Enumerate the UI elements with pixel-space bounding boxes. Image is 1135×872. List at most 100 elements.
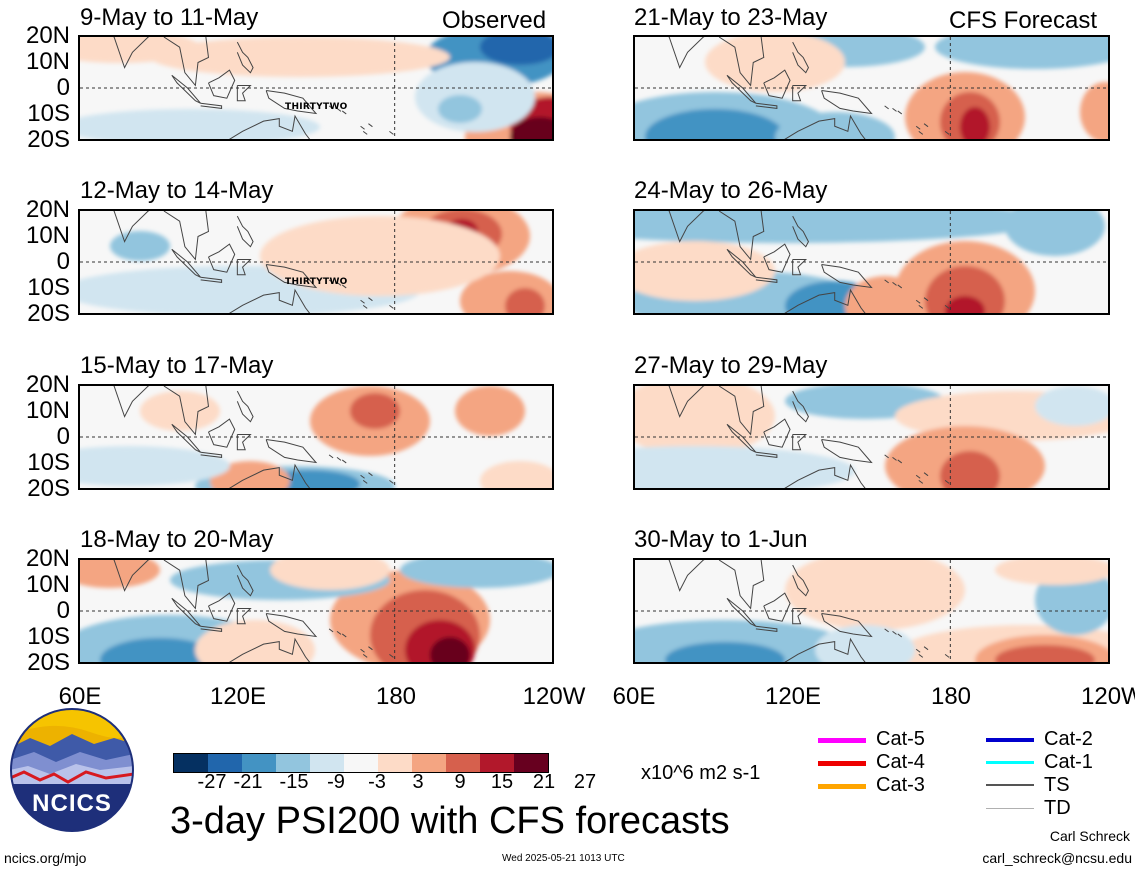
coastline [200,276,223,283]
lat-label: 20S [27,475,70,502]
coastline [892,282,897,286]
coastline [389,653,394,658]
coastline [918,479,924,484]
legend-swatch [818,738,866,743]
anomaly-contour [80,446,230,486]
panel-title: 9-May to 11-May [80,4,259,31]
lon-label: 60E [58,683,102,710]
anomaly-contour [100,638,220,662]
footer-timestamp: Wed 2025-05-21 1013 UTC [502,853,625,864]
storm-label: THIRTYTWO [285,102,348,112]
lat-label: 20S [27,649,70,676]
coastline [944,653,950,658]
anomaly-contour [505,288,545,313]
anomaly-contour [270,560,390,590]
coastline [236,215,254,248]
anomaly-contour [455,386,525,436]
coastline [918,653,924,658]
coastline [265,439,318,464]
lat-label: 10S [27,274,70,301]
coastline [208,243,236,273]
coastline [718,37,765,87]
coastline [897,110,903,115]
anomaly-contour [785,560,965,630]
coastline [784,637,866,662]
map-panel [633,558,1110,664]
anomaly-contour [665,642,785,662]
coastline [763,243,791,273]
panel-tag: CFS Forecast [949,7,1098,34]
coastline [328,454,334,459]
coastline [718,211,765,261]
coastline [755,102,778,109]
lon-label: 60E [612,683,656,710]
storm-label: THIRTYTWO [285,277,348,287]
anomaly-contour [935,37,1108,69]
coastline [341,110,347,115]
legend-label: Cat-3 [876,774,925,796]
ncics-logo: NCICS [10,708,134,832]
coastline [336,631,342,635]
lat-label: 10N [25,222,70,249]
coastline [360,125,365,130]
psi-field [80,37,552,139]
anomaly-contour [1005,211,1105,256]
coastline [389,479,394,484]
coastline [236,607,252,625]
lat-label: 10N [25,571,70,598]
colorbar-tick: -9 [327,771,345,793]
coastline [821,90,873,115]
colorbar-swatch [480,754,514,772]
legend-label: Cat-2 [1044,728,1093,750]
coastline [368,646,373,651]
coastline [163,560,210,610]
legend-label: TS [1044,774,1070,796]
panel-title: 27-May to 29-May [634,352,828,379]
legend-label: Cat-1 [1044,751,1093,773]
coastline [236,41,254,74]
anomaly-contour [1080,82,1108,139]
coastline [718,386,765,436]
lat-label: 20S [27,126,70,153]
coastline [208,592,236,622]
panel-title: 24-May to 26-May [634,177,828,204]
anomaly-contour [110,231,170,261]
coastline [171,248,202,278]
coastline [229,288,311,313]
lat-label: 0 [56,74,70,101]
coastline [784,463,866,488]
coastline [915,125,921,130]
lat-label: 10N [25,397,70,424]
colorbar-swatch [242,754,276,772]
coastline [792,390,809,423]
coastline [763,418,791,448]
lat-label: 0 [56,248,70,275]
coastline [923,646,929,651]
lat-label: 0 [56,423,70,450]
coastline [792,84,808,102]
coastline [897,633,903,638]
colorbar-swatch [310,754,344,772]
anomaly-contour [480,461,552,488]
legend-swatch [986,738,1034,742]
anomaly-contour [140,391,220,431]
coastline [362,479,368,484]
lat-label: 20N [25,196,70,223]
coastline [892,457,897,461]
anomaly-contour [635,446,855,488]
coastline [336,108,342,112]
coastline [171,74,202,104]
coastline [763,69,791,99]
legend-swatch [986,784,1034,786]
coastline [113,211,150,243]
coastline [918,130,924,135]
colorbar-swatch [208,754,242,772]
legend-label: TD [1044,797,1071,819]
coastline [668,211,705,243]
coastline [341,459,347,464]
legend-swatch [818,784,866,789]
coastline [726,597,757,627]
anomaly-contour [438,95,482,123]
coastline [368,123,373,128]
anomaly-contour [945,296,985,313]
